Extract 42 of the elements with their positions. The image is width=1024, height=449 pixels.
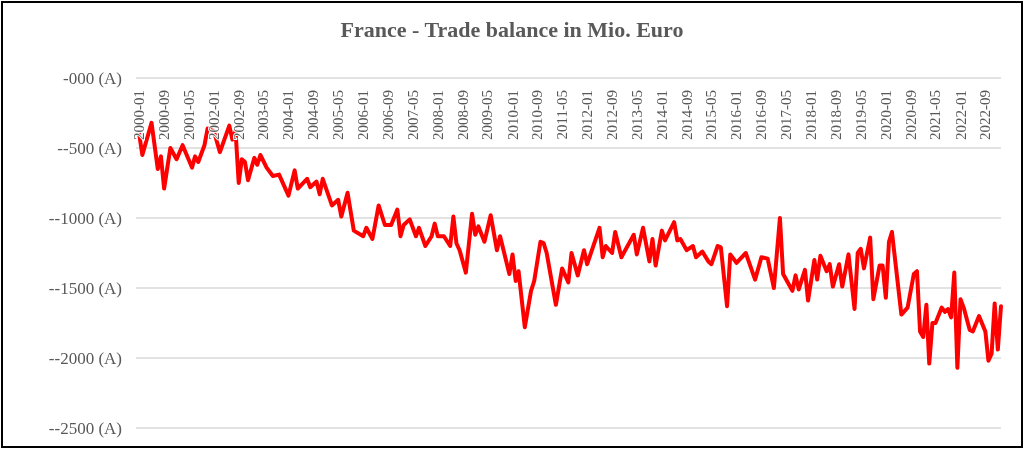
x-tick-label: 2020-01 [877,90,894,140]
x-tick-label: 2012-09 [604,90,621,140]
x-tick-label: 2008-01 [429,90,446,140]
x-tick-label: 2019-05 [852,90,869,140]
y-tick-label: --2000 (A) [48,348,122,368]
x-tick-label: 2005-05 [330,90,347,140]
x-tick-label: 2001-05 [180,90,197,140]
x-tick-label: 2012-01 [579,90,596,140]
x-tick-label: 2014-01 [653,90,670,140]
x-tick-label: 2022-01 [952,90,969,140]
y-tick-label: --500 (A) [57,138,122,158]
x-tick-label: 2021-05 [927,90,944,140]
x-tick-label: 2003-05 [255,90,272,140]
x-tick-label: 2016-09 [753,90,770,140]
x-tick-label: 2018-01 [803,90,820,140]
chart-title: France - Trade balance in Mio. Euro [340,16,684,42]
x-tick-label: 2002-01 [205,90,222,140]
x-tick-label: 2018-09 [828,90,845,140]
x-tick-label: 2006-01 [355,90,372,140]
x-tick-label: 2008-09 [454,90,471,140]
x-tick-label: 2007-05 [404,90,421,140]
x-tick-label: 2017-05 [778,90,795,140]
x-tick-label: 2010-09 [529,90,546,140]
x-tick-label: 2015-05 [703,90,720,140]
x-tick-label: 2000-01 [131,90,148,140]
x-tick-label: 2010-01 [504,90,521,140]
x-tick-label: 2014-09 [678,90,695,140]
x-tick-label: 2009-05 [479,90,496,140]
x-tick-label: 2016-01 [728,90,745,140]
x-tick-label: 2004-09 [305,90,322,140]
x-tick-label: 2020-09 [902,90,919,140]
x-tick-label: 2000-09 [156,90,173,140]
x-tick-label: 2002-09 [230,90,247,140]
x-tick-label: 2011-05 [554,90,571,140]
x-tick-label: 2006-09 [380,90,397,140]
y-tick-label: --2500 (A) [48,418,122,438]
y-tick-label: -000 (A) [62,68,122,88]
y-tick-label: --1500 (A) [48,278,122,298]
x-tick-label: 2004-01 [280,90,297,140]
x-tick-label: 2022-09 [977,90,994,140]
y-tick-label: --1000 (A) [48,208,122,228]
x-tick-label: 2013-05 [628,90,645,140]
